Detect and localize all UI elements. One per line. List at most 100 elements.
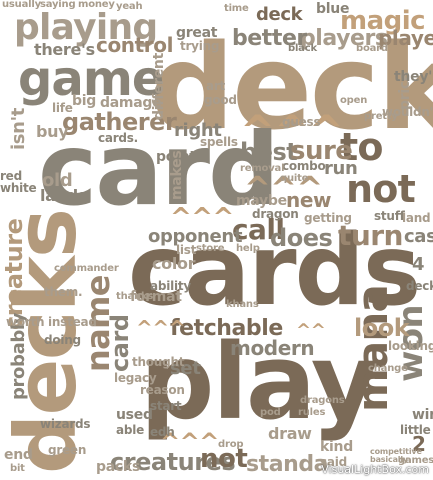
word-quite: quite [280, 173, 309, 184]
word-red: red [0, 169, 22, 183]
word-card-vert: card [106, 314, 134, 372]
word-better: better [232, 26, 307, 51]
word-format: format [130, 289, 182, 305]
word-them: them. [44, 285, 83, 299]
word-commander: commander [54, 263, 119, 274]
word-wouldnt: wouldn't [382, 105, 433, 119]
word-draw: draw [268, 424, 312, 443]
word-old: old [42, 170, 73, 191]
word-khans: khans [226, 299, 259, 310]
word-fetchable: fetchable [170, 316, 283, 341]
word-board: board [356, 43, 388, 54]
word-said: said [320, 455, 347, 469]
word-played: played [378, 26, 433, 50]
word-right: right [174, 120, 222, 141]
word-does: does [270, 224, 333, 252]
word-pretty: pretty [364, 111, 398, 122]
word-thanks: thanks [116, 291, 154, 302]
word-four: 4 [412, 254, 425, 275]
word-looking: looking [388, 339, 433, 353]
word-doing: doing [44, 333, 81, 347]
word-wizards: wizards [40, 417, 91, 431]
word-standard: standa [246, 452, 329, 477]
word-two: 2 [412, 432, 426, 456]
word-card: card [38, 111, 280, 228]
word-art: art [206, 79, 226, 93]
word-control: control [96, 33, 174, 57]
word-guess: guess [282, 115, 321, 129]
word-lands: lands [40, 186, 88, 205]
word-call: call [232, 213, 285, 246]
word-caret-top: ^^^ [240, 106, 344, 155]
word-dragons: dragons [300, 395, 345, 406]
word-ability: ability [150, 279, 191, 293]
word-black: black [288, 43, 317, 54]
word-open: open [340, 95, 368, 106]
word-drop: drop [218, 439, 244, 450]
word-turn: turn [338, 219, 403, 252]
word-win: win [412, 407, 433, 423]
word-thought: thought [132, 355, 185, 369]
word-land: land [402, 211, 431, 225]
word-usually: usually [2, 0, 41, 10]
word-set: set [170, 358, 201, 379]
word-look: look [354, 314, 410, 342]
word-yeah: yeah [116, 1, 143, 12]
word-maybe: maybe [236, 193, 287, 209]
word-not-bottom: not [200, 444, 248, 474]
word-theres: there's [34, 40, 95, 59]
word-able: able [116, 423, 144, 437]
word-packs: packs [96, 459, 141, 475]
word-best: best [240, 138, 298, 166]
word-deck-comma: deck, [406, 279, 433, 293]
word-time: time [224, 3, 249, 14]
word-playing: playing [14, 7, 158, 48]
word-store: store [196, 243, 225, 254]
word-caret-bottom: ^^^ [160, 428, 219, 456]
word-reason: reason [140, 383, 185, 397]
word-start: start [150, 399, 182, 413]
word-getting: getting [304, 211, 352, 225]
word-cards: cards [128, 214, 421, 328]
word-little: little [400, 423, 431, 437]
word-combo: combo [282, 159, 326, 173]
word-makes: makes [169, 150, 185, 200]
word-not: not [346, 167, 416, 211]
watermark-text: VisualLightBox.com [321, 463, 429, 476]
word-caret-fetch: ^^^ [136, 316, 186, 340]
word-cast: cast [404, 226, 433, 247]
word-dragon: dragon [252, 207, 299, 221]
word-color: color [152, 254, 196, 273]
word-new: new [286, 188, 332, 212]
word-caret-small: ^^ [296, 320, 326, 341]
word-isnt: isn't [8, 107, 29, 150]
word-game: game [18, 51, 164, 107]
word-big: big [72, 93, 97, 109]
word-different: different [151, 52, 167, 120]
word-worth: worth [6, 315, 45, 329]
word-money: money [78, 0, 115, 10]
word-rules: rules [298, 407, 326, 418]
word-players: players [300, 26, 388, 51]
word-caret-mid: ^^^ [244, 169, 323, 207]
word-play: play [140, 321, 379, 443]
word-deck-small: deck [256, 4, 303, 25]
word-competitive: competitive [370, 447, 422, 456]
word-to: to [340, 125, 384, 169]
word-list: list [176, 243, 197, 257]
word-opponent: opponent [148, 226, 243, 247]
word-good: good [204, 93, 237, 107]
word-theyre: they're [394, 69, 433, 85]
word-damage: damage [100, 95, 162, 111]
word-bit: bit [10, 463, 25, 474]
word-creatures: creatures [110, 448, 236, 476]
word-saying: saying [40, 0, 76, 10]
word-gatherer: gatherer [62, 108, 177, 136]
word-stuff: stuff [374, 209, 405, 223]
word-modern: modern [230, 336, 315, 360]
word-games: games [398, 455, 433, 466]
word-removal: removal [240, 163, 285, 174]
word-point: point [156, 149, 196, 165]
word-instead: instead [48, 315, 97, 329]
